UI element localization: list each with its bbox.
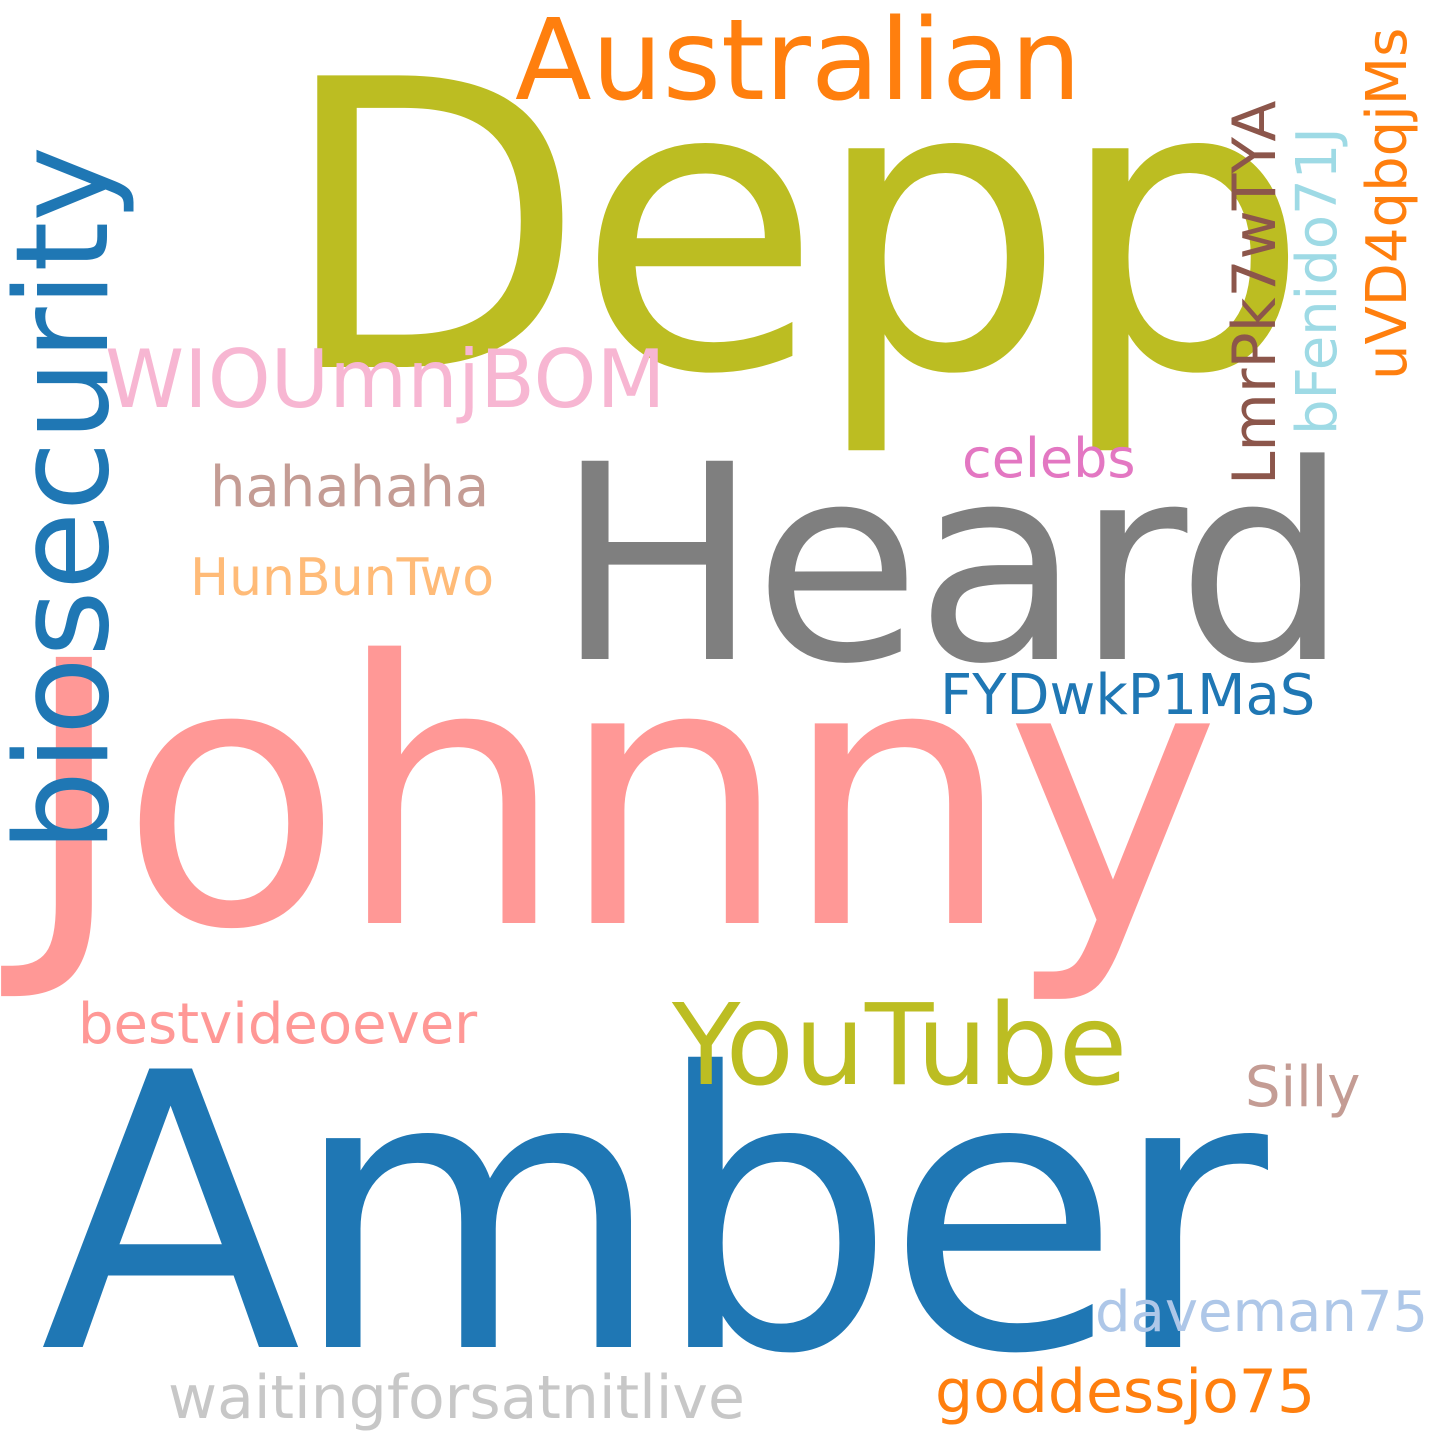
word-hunbuntwo: HunBunTwo — [190, 548, 495, 608]
word-goddessjo75: goddessjo75 — [935, 1357, 1316, 1427]
word-bfenido71j: bFenido71J — [1285, 127, 1350, 435]
word-depp: Depp — [278, 0, 1310, 462]
word-johnny: Johnny — [20, 585, 1221, 1010]
word-heard: Heard — [555, 408, 1349, 724]
word-amber: Amber — [40, 993, 1268, 1438]
word-waitingforsatnitlive: waitingforsatnitlive — [168, 1363, 745, 1433]
word-lmrpk7wtya: LmrPk7wTYA — [1220, 100, 1290, 485]
word-biosecurity: biosecurity — [0, 145, 138, 852]
word-australian: Australian — [515, 0, 1082, 126]
word-uvd4qbqjms: uVD4qbqjMs — [1355, 27, 1420, 380]
word-celebs: celebs — [962, 427, 1136, 490]
word-hahahaha: hahahaha — [210, 455, 490, 520]
word-youtube: YouTube — [672, 981, 1128, 1111]
word-bestvideoever: bestvideoever — [78, 992, 478, 1057]
word-wioumnjbom: WIOUmnjBOM — [105, 333, 666, 426]
word-fydwkp1mas: FYDwkP1MaS — [940, 663, 1316, 728]
word-daveman75: daveman75 — [1095, 1280, 1429, 1345]
word-silly: Silly — [1245, 1055, 1361, 1120]
